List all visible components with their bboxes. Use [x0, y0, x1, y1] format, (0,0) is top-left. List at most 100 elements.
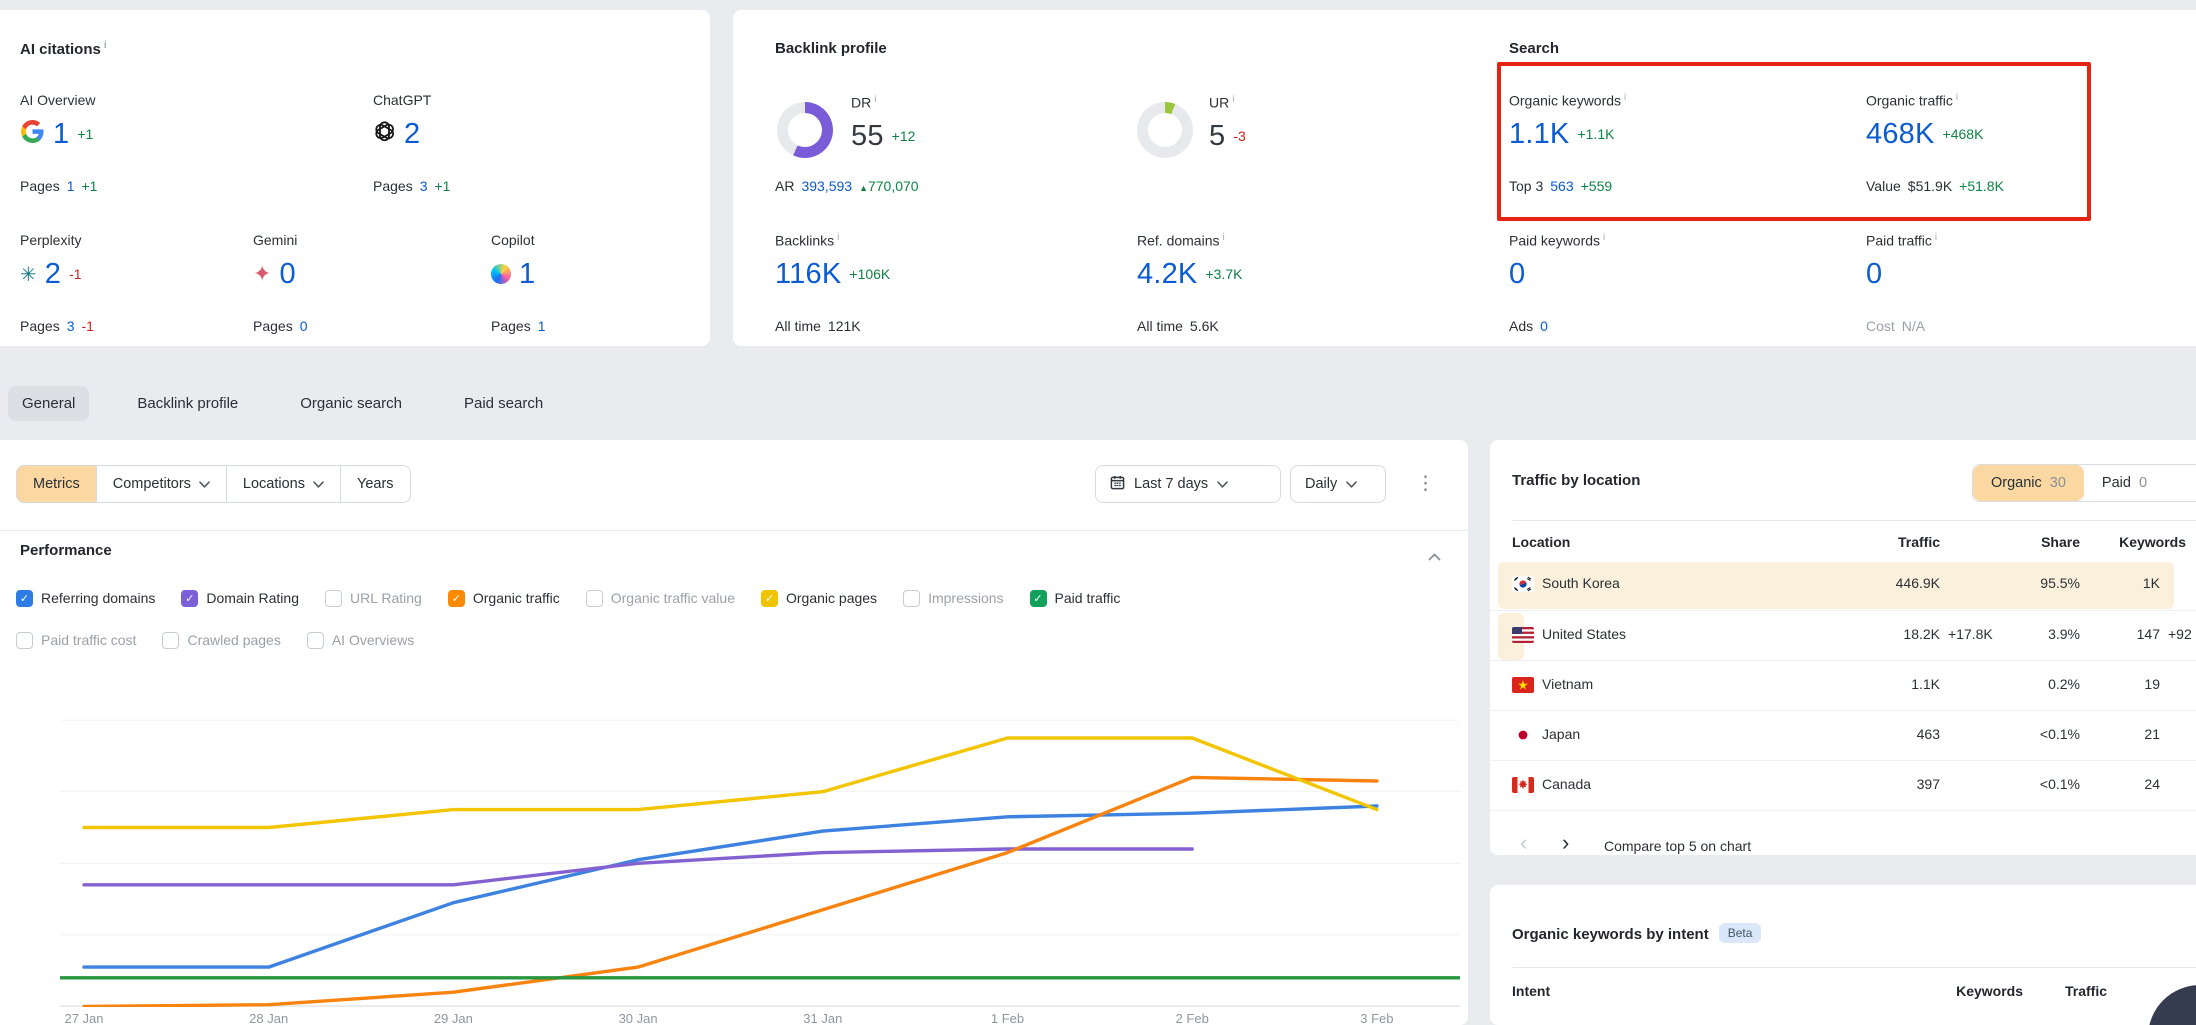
- chart-line-domain-rating: [82, 847, 1194, 887]
- checkbox-domain-rating[interactable]: ✓ Domain Rating: [181, 589, 299, 607]
- metric-label: AI Overview: [20, 92, 96, 108]
- metric-value[interactable]: 0: [1866, 257, 1883, 290]
- checkbox-organic-traffic-value[interactable]: Organic traffic value: [585, 589, 735, 607]
- column-header-traffic: Traffic: [1897, 534, 1940, 550]
- keywords-count-link[interactable]: 19: [2144, 676, 2160, 692]
- metric-value[interactable]: 0: [279, 257, 296, 290]
- column-header-traffic: Traffic: [2064, 983, 2107, 999]
- location-row-south-korea[interactable]: South Korea 446.9K 95.5% 1K: [1490, 560, 2196, 610]
- pages-delta: +1: [434, 178, 451, 194]
- pages-label: Pages: [253, 318, 293, 334]
- keywords-count-link[interactable]: 147: [2136, 626, 2160, 642]
- checkbox-paid-traffic[interactable]: ✓ Paid traffic: [1029, 589, 1120, 607]
- pagination-next-icon[interactable]: ›: [1562, 830, 1570, 855]
- locations-filter-button[interactable]: Locations: [226, 465, 341, 503]
- ads-value[interactable]: 0: [1540, 318, 1548, 334]
- info-icon[interactable]: i: [874, 94, 877, 105]
- checkbox-paid-traffic-cost[interactable]: Paid traffic cost: [16, 631, 136, 649]
- gemini-icon: ✦: [253, 261, 272, 286]
- pages-label: Pages: [20, 178, 60, 194]
- metric-value[interactable]: 2: [404, 117, 421, 150]
- pages-delta: -1: [81, 318, 94, 334]
- date-range-button[interactable]: Last 7 days: [1095, 465, 1281, 503]
- search-title: Search: [1509, 40, 1560, 57]
- metrics-filter-button[interactable]: Metrics: [16, 465, 97, 503]
- divider: [1512, 520, 2196, 521]
- checkbox-crawled-pages[interactable]: Crawled pages: [162, 631, 281, 649]
- pages-value[interactable]: 3: [419, 178, 428, 194]
- info-icon[interactable]: i: [1232, 94, 1235, 105]
- location-row-united-states[interactable]: United States 18.2K +17.8K 3.9% 147 +92: [1490, 610, 2196, 661]
- competitors-filter-button[interactable]: Competitors: [96, 465, 227, 503]
- toggle-paid[interactable]: Paid 0: [2101, 475, 2148, 491]
- up-triangle-icon: ▲: [859, 183, 868, 193]
- tab-organic-search[interactable]: Organic search: [300, 394, 402, 412]
- performance-line-chart: [60, 719, 1460, 1007]
- metric-value[interactable]: 1.1K: [1509, 117, 1570, 150]
- tab-backlink-profile[interactable]: Backlink profile: [137, 394, 239, 412]
- metric-value[interactable]: 468K: [1866, 117, 1935, 150]
- info-icon[interactable]: i: [1624, 92, 1627, 103]
- share-value: 0.2%: [2048, 676, 2080, 692]
- checkbox-organic-pages[interactable]: ✓ Organic pages: [761, 589, 877, 607]
- checkbox-referring-domains[interactable]: ✓ Referring domains: [16, 589, 155, 607]
- checkbox-ai-overviews[interactable]: AI Overviews: [306, 631, 414, 649]
- metric-delta: +12: [891, 128, 916, 144]
- granularity-button[interactable]: Daily: [1290, 465, 1386, 503]
- top3-value[interactable]: 563: [1550, 178, 1574, 194]
- traffic-value: 1.1K: [1911, 676, 1940, 692]
- flag-south-korea: [1512, 576, 1534, 592]
- years-filter-button[interactable]: Years: [340, 465, 411, 503]
- checkbox-organic-traffic[interactable]: ✓ Organic traffic: [447, 589, 560, 607]
- top3-delta: +559: [1580, 178, 1613, 194]
- checkbox-impressions[interactable]: Impressions: [903, 589, 1004, 607]
- keywords-count-link[interactable]: 21: [2144, 726, 2160, 742]
- metric-value[interactable]: 1: [519, 257, 536, 290]
- location-name: Japan: [1542, 726, 1581, 742]
- more-options-icon[interactable]: ⋮: [1416, 473, 1436, 494]
- pages-value[interactable]: 0: [299, 318, 308, 334]
- pages-value[interactable]: 1: [537, 318, 546, 334]
- alltime-label: All time: [775, 318, 821, 334]
- checkbox-unchecked-icon: [585, 589, 603, 607]
- checkbox-url-rating[interactable]: URL Rating: [325, 589, 422, 607]
- collapse-chevron-up-icon[interactable]: [1428, 548, 1441, 566]
- info-icon[interactable]: i: [1222, 232, 1225, 243]
- info-icon[interactable]: i: [1603, 232, 1606, 243]
- traffic-value: 397: [1916, 776, 1940, 792]
- filter-bar: Metrics Competitors Locations Years: [16, 465, 411, 503]
- location-row-vietnam[interactable]: Vietnam 1.1K 0.2% 19: [1490, 660, 2196, 711]
- compare-top5-link[interactable]: Compare top 5 on chart: [1604, 838, 1752, 854]
- info-icon[interactable]: i: [837, 232, 840, 243]
- metric-value[interactable]: 2: [44, 257, 62, 290]
- metric-value[interactable]: 0: [1509, 257, 1526, 290]
- tab-general[interactable]: General: [8, 385, 90, 421]
- keywords-count-link[interactable]: 24: [2144, 776, 2160, 792]
- toggle-organic[interactable]: Organic 30: [1973, 465, 2084, 501]
- metric-value[interactable]: 116K: [775, 257, 842, 290]
- info-icon[interactable]: i: [103, 40, 107, 51]
- alltime-label: All time: [1137, 318, 1183, 334]
- gemini-metric: Gemini ✦ 0 Pages 0: [253, 232, 463, 334]
- pages-value[interactable]: 1: [66, 178, 75, 194]
- performance-card: Metrics Competitors Locations Years Last…: [0, 440, 1468, 1025]
- organic-count: 30: [2049, 475, 2066, 491]
- ar-value[interactable]: 393,593: [801, 178, 853, 194]
- pages-value[interactable]: 3: [66, 318, 75, 334]
- metric-value[interactable]: 1: [53, 117, 70, 150]
- info-icon[interactable]: i: [1934, 232, 1938, 243]
- info-icon[interactable]: i: [1955, 92, 1959, 103]
- location-row-canada[interactable]: Canada 397 <0.1% 24: [1490, 760, 2196, 811]
- keywords-count-link[interactable]: 1K: [2142, 575, 2160, 591]
- tab-paid-search[interactable]: Paid search: [463, 394, 544, 412]
- x-tick-label: 29 Jan: [433, 1011, 473, 1025]
- column-header-keywords: Keywords: [1956, 983, 2023, 999]
- pagination-prev-icon[interactable]: ‹: [1520, 830, 1528, 855]
- metric-delta: +3.7K: [1205, 266, 1243, 282]
- x-tick-label: 28 Jan: [249, 1011, 289, 1025]
- beta-badge: Beta: [1718, 923, 1762, 943]
- location-row-japan[interactable]: Japan 463 <0.1% 21: [1490, 710, 2196, 761]
- column-header-location: Location: [1512, 534, 1571, 550]
- metric-value[interactable]: 4.2K: [1137, 257, 1198, 290]
